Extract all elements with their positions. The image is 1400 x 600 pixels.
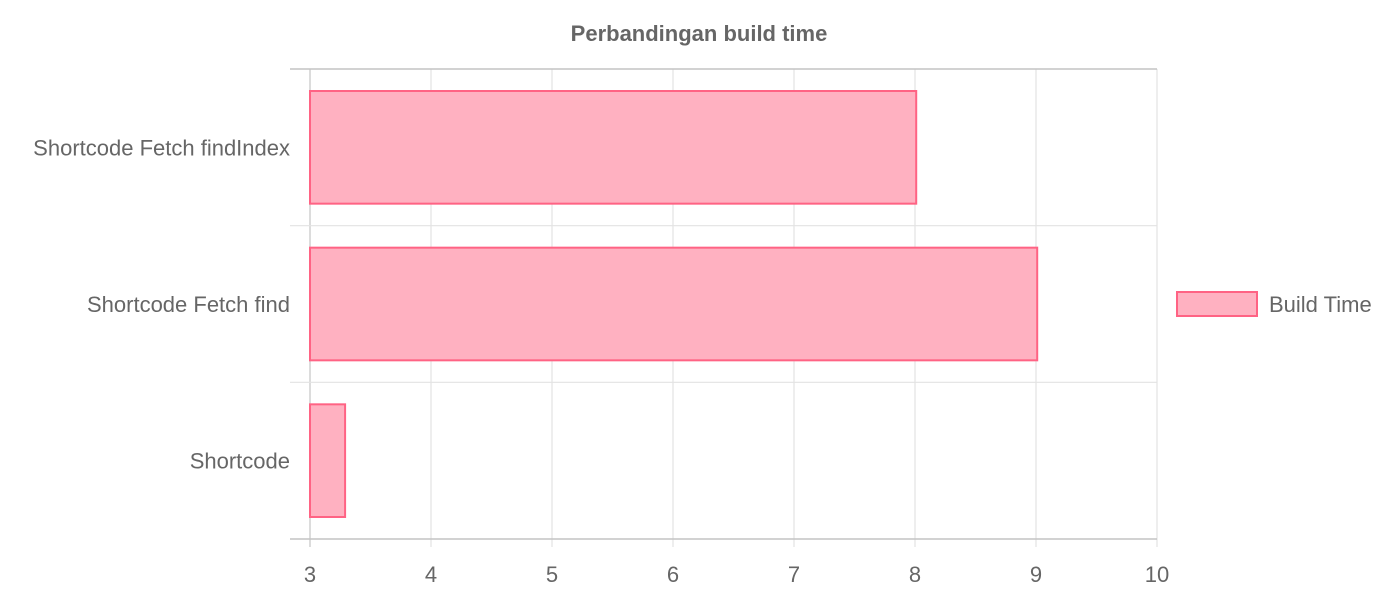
chart-title: Perbandingan build time xyxy=(571,21,828,46)
x-tick-label: 8 xyxy=(909,562,921,587)
x-tick-label: 4 xyxy=(425,562,437,587)
x-tick-label: 10 xyxy=(1145,562,1169,587)
x-tick-label: 7 xyxy=(788,562,800,587)
y-tick-label: Shortcode Fetch findIndex xyxy=(33,135,290,160)
x-tick-label: 9 xyxy=(1030,562,1042,587)
y-tick-label: Shortcode Fetch find xyxy=(87,292,290,317)
legend[interactable]: Build Time xyxy=(1176,291,1372,317)
x-tick-label: 6 xyxy=(667,562,679,587)
bar[interactable] xyxy=(309,246,1039,362)
x-axis-labels: 3 4 5 6 7 8 9 10 xyxy=(304,562,1169,587)
bars xyxy=(309,90,1039,519)
x-tick-label: 5 xyxy=(546,562,558,587)
y-tick-label: Shortcode xyxy=(190,449,290,474)
y-axis-labels: Shortcode Fetch findIndex Shortcode Fetch… xyxy=(33,135,290,473)
x-tick-label: 3 xyxy=(304,562,316,587)
bar[interactable] xyxy=(309,90,918,205)
legend-swatch xyxy=(1176,291,1258,317)
bar[interactable] xyxy=(309,403,347,519)
legend-label: Build Time xyxy=(1269,292,1372,317)
